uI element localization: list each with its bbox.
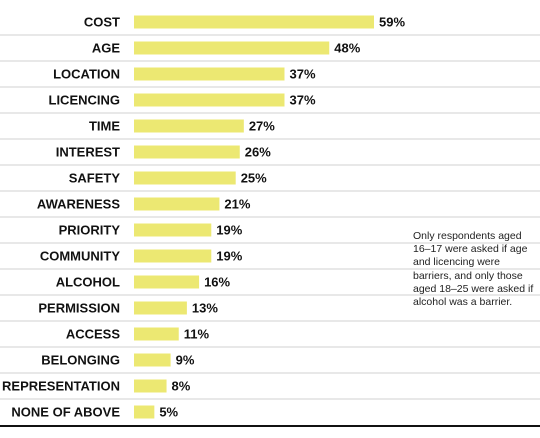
category-label: COMMUNITY	[40, 249, 120, 264]
bar	[134, 301, 187, 315]
bar	[134, 353, 171, 367]
category-label: LICENCING	[49, 93, 121, 108]
value-label: 25%	[241, 171, 267, 186]
bar	[134, 249, 212, 263]
bar	[134, 275, 200, 289]
category-label: TIME	[89, 119, 120, 134]
bar	[134, 327, 179, 341]
value-label: 16%	[204, 275, 230, 290]
bar	[134, 67, 285, 81]
value-label: 37%	[290, 93, 316, 108]
bar	[134, 93, 285, 107]
category-label: COST	[84, 15, 120, 30]
category-label: PERMISSION	[38, 301, 120, 316]
footnote-text: Only respondents aged 16–17 were asked i…	[413, 230, 534, 309]
bar	[134, 171, 236, 185]
value-label: 19%	[216, 223, 242, 238]
category-label: AWARENESS	[37, 197, 120, 212]
bar	[134, 405, 155, 419]
value-label: 21%	[224, 197, 250, 212]
bar	[134, 119, 244, 133]
category-label: BELONGING	[41, 353, 120, 368]
value-label: 8%	[172, 379, 191, 394]
category-label: ALCOHOL	[56, 275, 120, 290]
category-label: LOCATION	[53, 67, 120, 82]
bar	[134, 15, 374, 29]
value-label: 27%	[249, 119, 275, 134]
category-label: SAFETY	[69, 171, 121, 186]
value-label: 9%	[176, 353, 195, 368]
value-label: 5%	[159, 405, 178, 420]
value-label: 26%	[245, 145, 271, 160]
value-label: 59%	[379, 15, 405, 30]
value-label: 19%	[216, 249, 242, 264]
category-label: NONE OF ABOVE	[11, 405, 120, 420]
category-label: ACCESS	[66, 327, 121, 342]
value-label: 11%	[184, 327, 210, 342]
bar	[134, 145, 240, 159]
bar	[134, 41, 330, 55]
bar	[134, 379, 167, 393]
value-label: 37%	[290, 67, 316, 82]
category-label: PRIORITY	[59, 223, 121, 238]
value-label: 48%	[334, 41, 360, 56]
bar	[134, 197, 220, 211]
value-label: 13%	[192, 301, 218, 316]
category-label: INTEREST	[56, 145, 120, 160]
bar	[134, 223, 212, 237]
category-label: REPRESENTATION	[2, 379, 120, 394]
category-label: AGE	[92, 41, 121, 56]
